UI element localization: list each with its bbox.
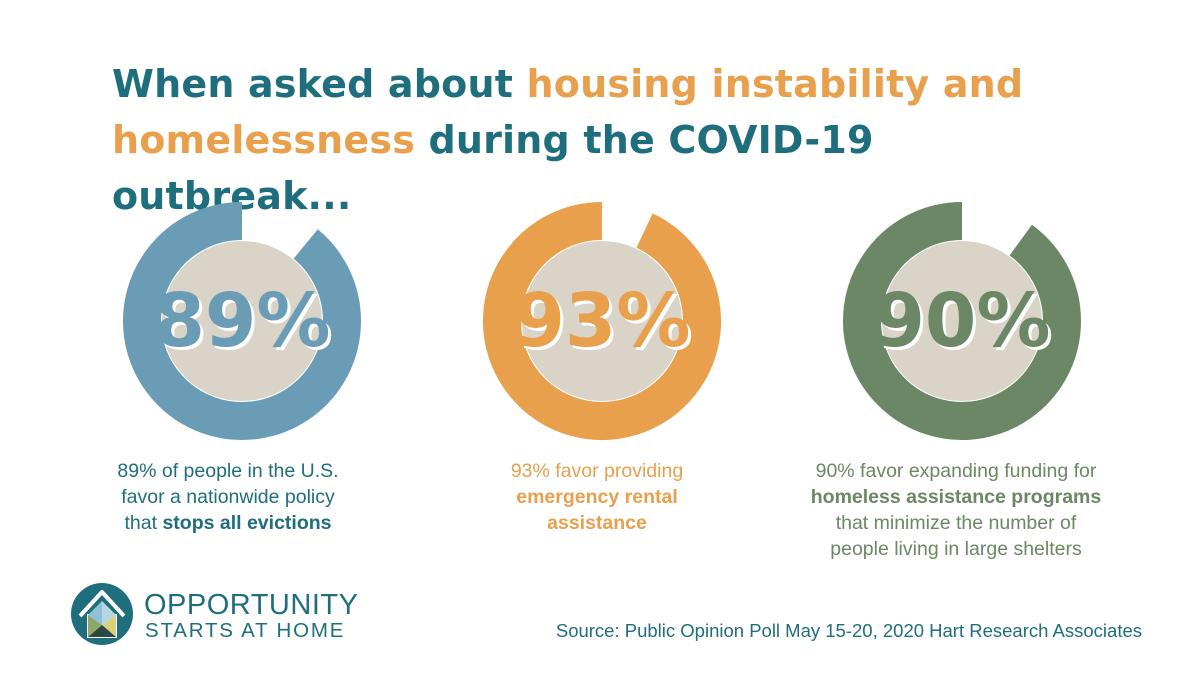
caption-rental-assistance: 93% favor providing emergency rental ass… [427, 458, 767, 536]
org-name-line-1: OPPORTUNITY [144, 589, 359, 621]
donut-label-shadow-90: 90% [876, 281, 1053, 367]
donut-label-93: 93% [513, 278, 690, 364]
caption-1-line-3: that [124, 512, 163, 534]
caption-1-line-1: 89% of people in the U.S. [117, 460, 339, 482]
donut-inner-89 [162, 241, 322, 401]
donut-arc-90 [843, 202, 1081, 440]
title-part-1: When asked about [112, 62, 527, 106]
org-name-line-2: STARTS AT HOME [145, 619, 346, 642]
caption-3-line-4: people living in large shelters [830, 538, 1082, 560]
donut-label-90: 90% [873, 278, 1050, 364]
donut-label-shadow-93: 93% [516, 281, 693, 367]
caption-1-bold: stops all evictions [162, 512, 332, 534]
caption-2-bold-1: emergency rental [516, 486, 678, 508]
source-citation: Source: Public Opinion Poll May 15-20, 2… [555, 620, 1142, 641]
caption-homeless-programs: 90% favor expanding funding for homeless… [786, 458, 1126, 562]
caption-3-bold: homeless assistance programs [810, 486, 1102, 508]
caption-2-line-1: 93% favor providing [510, 460, 684, 482]
caption-3-line-3: that minimize the number of [835, 512, 1077, 534]
donut-label-shadow-89: 89% [156, 281, 333, 367]
donut-arc-93 [483, 202, 721, 440]
donut-label-89: 89% [153, 278, 330, 364]
donut-chart-89: 89% 89% [123, 202, 361, 440]
donut-chart-93: 93% 93% [483, 202, 721, 440]
caption-2-bold-2: assistance [547, 512, 647, 534]
caption-3-line-1: 90% favor expanding funding for [815, 460, 1097, 482]
caption-evictions: 89% of people in the U.S. favor a nation… [58, 458, 398, 536]
caption-1-line-2: favor a nationwide policy [121, 486, 335, 508]
donut-inner-93 [522, 241, 682, 401]
donut-chart-90: 90% 90% [843, 202, 1081, 440]
house-logo-icon [71, 583, 133, 645]
donut-inner-90 [882, 241, 1042, 401]
title-highlight-2: homelessness [112, 118, 416, 162]
title-highlight-1: housing instability and [526, 62, 1024, 106]
donut-arc-89 [123, 202, 361, 440]
